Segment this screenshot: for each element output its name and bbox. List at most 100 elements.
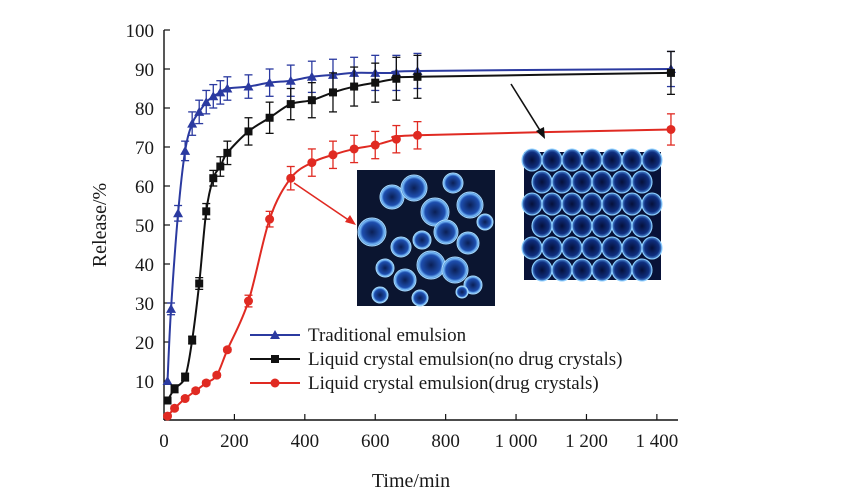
cell — [581, 192, 603, 216]
bubble — [416, 250, 446, 280]
cell — [521, 236, 543, 260]
data-point — [306, 71, 317, 81]
cell — [541, 192, 563, 216]
bubble — [412, 230, 432, 250]
cell — [601, 192, 623, 216]
cell — [601, 148, 623, 172]
data-point — [391, 134, 401, 144]
cell — [641, 148, 663, 172]
cell — [611, 214, 633, 238]
cell — [601, 236, 623, 260]
data-point — [170, 384, 179, 393]
data-point — [307, 158, 317, 168]
bubble — [456, 231, 480, 255]
cell — [571, 170, 593, 194]
data-point — [173, 208, 184, 218]
cell — [611, 258, 633, 282]
cell — [621, 192, 643, 216]
legend: Traditional emulsion Liquid crystal emuls… — [250, 325, 623, 394]
data-point — [163, 396, 172, 405]
bubble — [455, 285, 469, 299]
legend-label: Traditional emulsion — [308, 325, 467, 346]
x-tick-label: 200 — [220, 431, 249, 452]
data-point — [166, 303, 177, 313]
data-point — [209, 174, 218, 183]
data-point — [202, 207, 211, 216]
cell — [551, 214, 573, 238]
data-point — [413, 72, 422, 81]
cell — [591, 170, 613, 194]
y-tick-label: 60 — [135, 177, 154, 198]
cell — [561, 236, 583, 260]
data-point — [328, 150, 338, 160]
cell — [631, 258, 653, 282]
y-tick-label: 70 — [135, 138, 154, 159]
data-point — [201, 97, 212, 107]
data-point — [371, 78, 380, 87]
axes: 0 200 400 600 800 1 000 1 200 1 400 10 20 30 40 50 60… — [89, 21, 678, 492]
bubble — [375, 258, 395, 278]
data-point — [350, 82, 359, 91]
legend-marker — [270, 378, 280, 388]
data-point — [286, 100, 295, 109]
bubble — [371, 286, 389, 304]
black-pointer-arrowhead — [536, 127, 545, 139]
data-point — [181, 373, 190, 382]
bubble — [433, 219, 459, 245]
y-tick-label: 90 — [135, 60, 154, 81]
bubble — [393, 268, 417, 292]
legend-marker — [271, 355, 279, 363]
data-point — [265, 214, 275, 224]
data-point — [244, 127, 253, 136]
data-point — [191, 386, 201, 396]
series-triangle — [162, 50, 676, 385]
cell — [641, 192, 663, 216]
x-tick-label: 1 000 — [495, 431, 538, 452]
series-layer — [162, 50, 676, 421]
data-point — [170, 403, 180, 413]
bubble — [411, 289, 429, 307]
data-point — [392, 74, 401, 83]
y-tick-label: 50 — [135, 216, 154, 237]
legend-label: Liquid crystal emulsion(no drug crystals… — [308, 349, 623, 370]
series-circle — [163, 113, 676, 421]
cell — [531, 258, 553, 282]
data-point — [222, 345, 232, 355]
bubble — [420, 197, 450, 227]
data-point — [286, 173, 296, 183]
data-point — [195, 279, 204, 288]
data-point — [412, 130, 422, 140]
bubble — [390, 236, 412, 258]
data-point — [216, 162, 225, 171]
bubble — [456, 191, 484, 219]
cell — [541, 148, 563, 172]
x-tick-label: 400 — [291, 431, 320, 452]
y-tick-label: 40 — [135, 255, 154, 276]
data-point — [194, 106, 205, 116]
data-point — [215, 87, 226, 97]
cell — [551, 258, 573, 282]
cell — [641, 236, 663, 260]
cell — [631, 214, 653, 238]
data-point — [180, 145, 191, 155]
cell — [581, 148, 603, 172]
x-tick-label: 600 — [361, 431, 390, 452]
data-point — [265, 113, 274, 122]
cell — [591, 258, 613, 282]
y-tick-label: 20 — [135, 333, 154, 354]
no-drug-crystals-micrograph — [521, 148, 663, 282]
data-point — [243, 81, 254, 91]
bubble — [442, 172, 464, 194]
x-tick-label: 1 200 — [565, 431, 608, 452]
cell — [531, 170, 553, 194]
x-tick-label: 800 — [431, 431, 460, 452]
cell — [611, 170, 633, 194]
y-axis-title: Release/% — [89, 183, 111, 267]
data-point — [212, 370, 222, 380]
series-square — [163, 50, 675, 405]
red-pointer-arrow — [293, 182, 351, 222]
data-point — [188, 336, 197, 345]
x-tick-label: 0 — [159, 431, 169, 452]
bubble — [400, 174, 428, 202]
